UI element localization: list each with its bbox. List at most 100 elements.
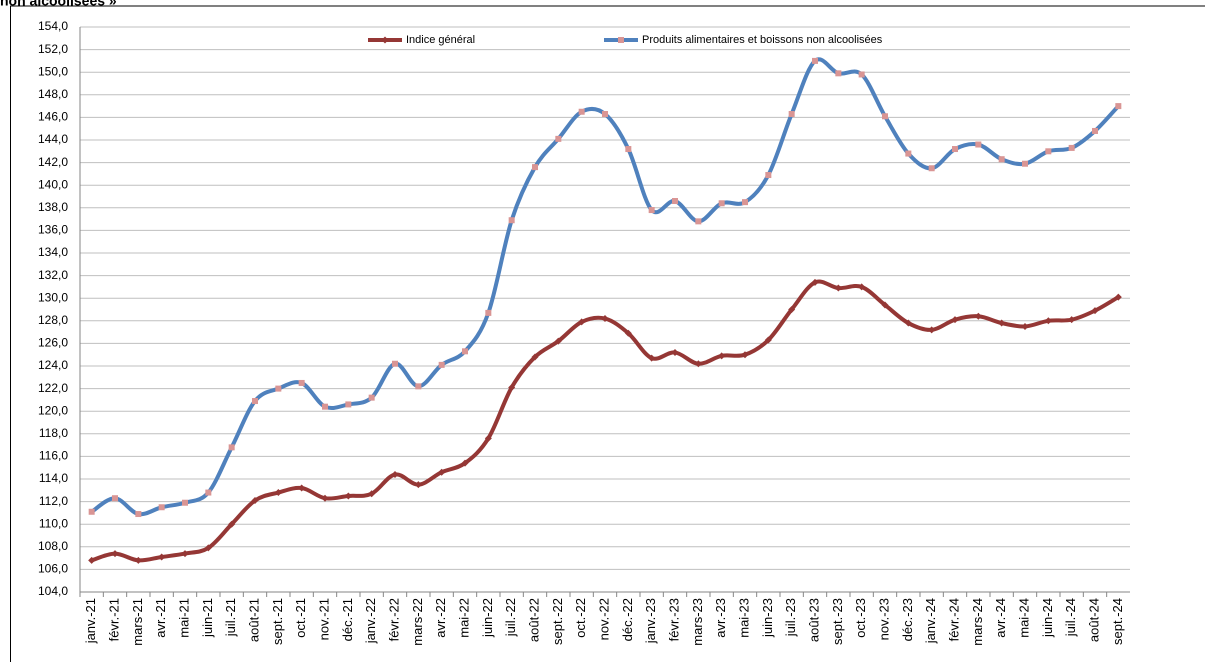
marker — [624, 329, 632, 337]
marker — [321, 494, 329, 502]
marker — [764, 336, 772, 344]
marker — [951, 316, 959, 324]
marker — [298, 379, 305, 386]
x-tick-label: août-23 — [806, 598, 821, 642]
marker — [181, 550, 189, 558]
marker — [204, 544, 212, 552]
marker — [718, 352, 726, 360]
marker — [368, 490, 376, 498]
marker — [438, 361, 445, 368]
x-tick-label: oct.-23 — [853, 598, 868, 638]
marker — [508, 217, 515, 224]
x-tick-label: juin-22 — [480, 598, 495, 638]
marker — [765, 172, 772, 179]
marker — [1068, 144, 1075, 151]
marker — [788, 111, 795, 118]
marker — [1022, 160, 1028, 167]
x-tick-label: déc.-22 — [620, 598, 635, 641]
marker — [1021, 322, 1029, 330]
legend-label: Produits alimentaires et boissons non al… — [642, 34, 883, 46]
x-tick-label: mars-21 — [130, 598, 145, 646]
x-tick-label: juil.-23 — [783, 598, 798, 637]
marker — [415, 383, 422, 390]
x-tick-label: janv.-22 — [363, 598, 378, 644]
y-tick-label: 144,0 — [38, 132, 68, 146]
marker — [462, 348, 468, 355]
x-tick-label: sept.-21 — [270, 598, 285, 645]
marker — [88, 508, 95, 515]
x-tick-label: mai-21 — [176, 598, 191, 638]
y-tick-label: 128,0 — [38, 313, 68, 327]
y-tick-label: 132,0 — [38, 268, 68, 282]
marker — [1114, 293, 1122, 301]
y-tick-label: 104,0 — [38, 584, 68, 598]
x-tick-label: nov.-23 — [876, 598, 891, 640]
y-tick-label: 152,0 — [38, 42, 68, 56]
x-tick-label: juin-24 — [1040, 598, 1055, 638]
marker — [135, 511, 142, 518]
marker — [461, 459, 469, 467]
y-tick-label: 154,0 — [38, 19, 68, 33]
chart-title: non alcoolisées » — [0, 0, 117, 9]
marker — [882, 113, 888, 120]
y-tick-label: 142,0 — [38, 155, 68, 169]
x-tick-label: mars-23 — [690, 598, 705, 646]
marker — [928, 165, 935, 172]
marker — [671, 348, 679, 356]
y-tick-label: 106,0 — [38, 562, 68, 576]
x-tick-label: juil.-21 — [223, 598, 238, 637]
marker — [555, 135, 562, 142]
legend-label: Indice général — [406, 34, 475, 46]
marker — [975, 141, 982, 148]
y-tick-label: 126,0 — [38, 336, 68, 350]
y-tick-label: 140,0 — [38, 177, 68, 191]
marker — [834, 284, 842, 292]
x-tick-label: sept.-23 — [830, 598, 845, 645]
marker — [672, 198, 678, 205]
marker — [88, 556, 96, 564]
marker — [695, 218, 702, 225]
marker — [974, 312, 982, 320]
marker — [578, 108, 585, 115]
marker — [1044, 317, 1052, 325]
x-tick-label: avr.-21 — [153, 598, 168, 638]
x-tick-label: août-24 — [1086, 598, 1101, 642]
x-tick-label: mai-24 — [1016, 598, 1031, 638]
x-tick-label: janv.-24 — [923, 598, 938, 644]
marker — [134, 556, 142, 564]
marker — [881, 301, 889, 309]
x-tick-label: févr.-24 — [946, 598, 961, 641]
marker — [228, 520, 236, 528]
marker — [1091, 307, 1099, 315]
y-tick-label: 108,0 — [38, 539, 68, 553]
marker — [835, 70, 842, 77]
marker — [414, 481, 422, 489]
marker — [812, 57, 818, 64]
marker — [858, 283, 866, 291]
marker — [602, 111, 608, 118]
x-tick-label: mai-22 — [456, 598, 471, 638]
marker — [298, 484, 306, 492]
x-tick-label: sept.-22 — [550, 598, 565, 645]
x-tick-label: oct.-22 — [573, 598, 588, 638]
marker — [391, 470, 399, 478]
marker — [345, 401, 352, 408]
marker — [811, 278, 819, 286]
series-line — [90, 57, 1120, 517]
marker — [322, 403, 328, 410]
x-tick-label: nov.-21 — [316, 598, 331, 640]
x-tick-label: juil.-24 — [1063, 598, 1078, 637]
y-tick-label: 114,0 — [39, 471, 68, 485]
y-tick-label: 138,0 — [38, 200, 68, 214]
y-tick-label: 112,0 — [39, 494, 68, 508]
marker — [905, 150, 912, 157]
marker — [694, 360, 702, 368]
x-tick-label: août-22 — [526, 598, 541, 642]
x-tick-label: janv.-23 — [643, 598, 658, 644]
x-tick-label: juin-21 — [200, 598, 215, 638]
marker — [742, 199, 748, 206]
legend-marker — [618, 37, 624, 43]
y-tick-label: 136,0 — [38, 223, 68, 237]
y-tick-label: 148,0 — [38, 87, 68, 101]
